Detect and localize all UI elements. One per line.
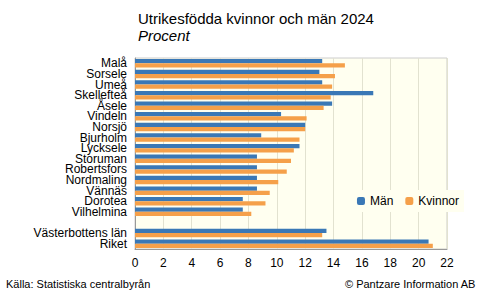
svg-text:Västerbottens län: Västerbottens län [33, 226, 127, 241]
svg-text:Lycksele: Lycksele [80, 141, 127, 156]
svg-text:14: 14 [327, 256, 341, 270]
svg-text:Män: Män [370, 194, 393, 208]
svg-text:22: 22 [440, 256, 454, 270]
svg-text:Vännäs: Vännäs [86, 183, 127, 198]
svg-text:Norsjö: Norsjö [92, 120, 127, 134]
svg-text:Riket: Riket [100, 237, 128, 251]
svg-text:Sorsele: Sorsele [86, 66, 127, 81]
svg-text:20: 20 [412, 256, 426, 270]
svg-text:Åsele: Åsele [97, 98, 127, 113]
svg-text:6: 6 [217, 256, 224, 270]
svg-text:2: 2 [160, 256, 167, 270]
svg-text:Dorotea: Dorotea [84, 194, 127, 209]
svg-text:10: 10 [270, 256, 284, 270]
svg-text:18: 18 [384, 256, 398, 270]
svg-text:Källa: Statistiska centralbyrå: Källa: Statistiska centralbyrån [6, 278, 150, 290]
svg-text:16: 16 [355, 256, 369, 270]
svg-text:4: 4 [188, 256, 195, 270]
svg-text:12: 12 [299, 256, 313, 270]
svg-text:8: 8 [245, 256, 252, 270]
svg-text:Kvinnor: Kvinnor [418, 194, 459, 208]
svg-text:Storuman: Storuman [75, 151, 127, 166]
svg-text:Procent: Procent [138, 27, 191, 44]
svg-text:Vilhelmina: Vilhelmina [72, 205, 127, 219]
svg-text:© Pantzare Information AB: © Pantzare Information AB [345, 278, 475, 290]
svg-text:Robertsfors: Robertsfors [65, 162, 127, 177]
svg-text:Vindeln: Vindeln [87, 109, 127, 124]
svg-text:Nordmaling: Nordmaling [65, 173, 127, 187]
svg-text:Bjurholm: Bjurholm [79, 130, 127, 145]
svg-text:Malå: Malå [101, 56, 127, 71]
svg-text:Skellefteå: Skellefteå [74, 88, 127, 103]
svg-text:Umeå: Umeå [95, 77, 127, 92]
svg-text:0: 0 [132, 256, 139, 270]
svg-text:Utrikesfödda kvinnor och män 2: Utrikesfödda kvinnor och män 2024 [138, 10, 374, 27]
